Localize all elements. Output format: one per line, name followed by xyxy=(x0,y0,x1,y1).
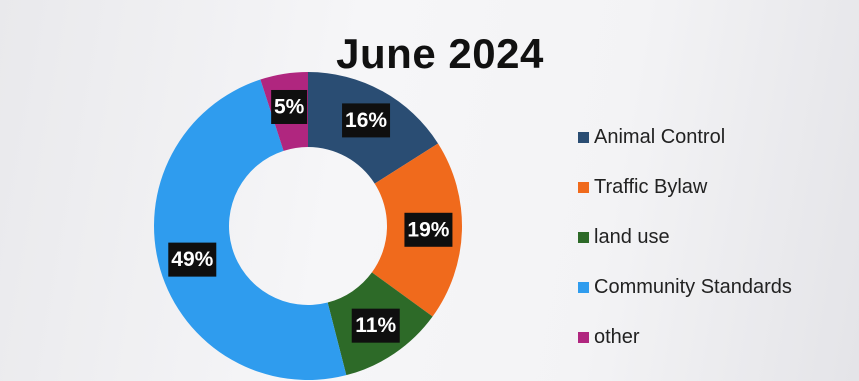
data-label-traffic-bylaw: 19% xyxy=(404,212,453,247)
data-label-box xyxy=(351,308,400,343)
chart-legend: Animal Control Traffic Bylaw land use Commu… xyxy=(578,112,792,362)
svg-text:19%: 19% xyxy=(407,218,449,241)
data-label-box xyxy=(342,103,391,138)
data-label-animal-control: 16% xyxy=(342,103,391,138)
legend-swatch xyxy=(578,281,589,293)
svg-text:5%: 5% xyxy=(274,95,305,118)
legend-item-community-standards: Community Standards xyxy=(578,262,792,312)
legend-item-other: other xyxy=(578,312,792,362)
svg-text:49%: 49% xyxy=(171,248,213,271)
legend-label: Traffic Bylaw xyxy=(594,175,708,198)
data-label-box xyxy=(168,242,217,277)
legend-item-animal-control: Animal Control xyxy=(578,112,792,162)
data-label-land-use: 11% xyxy=(351,308,400,343)
data-label-box xyxy=(404,212,453,247)
legend-swatch xyxy=(578,131,589,143)
svg-text:16%: 16% xyxy=(345,109,387,132)
chart-title: June 2024 xyxy=(336,30,544,77)
data-label-other: 5% xyxy=(271,89,308,124)
svg-text:11%: 11% xyxy=(355,314,396,337)
legend-item-land-use: land use xyxy=(578,212,792,262)
data-label-community-standards: 49% xyxy=(168,242,217,277)
legend-label: Community Standards xyxy=(594,275,792,298)
legend-swatch xyxy=(578,181,589,193)
legend-label: Animal Control xyxy=(594,125,726,148)
legend-label: other xyxy=(594,325,640,348)
legend-item-traffic-bylaw: Traffic Bylaw xyxy=(578,162,792,212)
legend-swatch xyxy=(578,331,589,343)
legend-swatch xyxy=(578,231,589,243)
legend-label: land use xyxy=(594,225,670,248)
slice-community-standards xyxy=(154,79,347,380)
data-label-box xyxy=(271,89,308,124)
